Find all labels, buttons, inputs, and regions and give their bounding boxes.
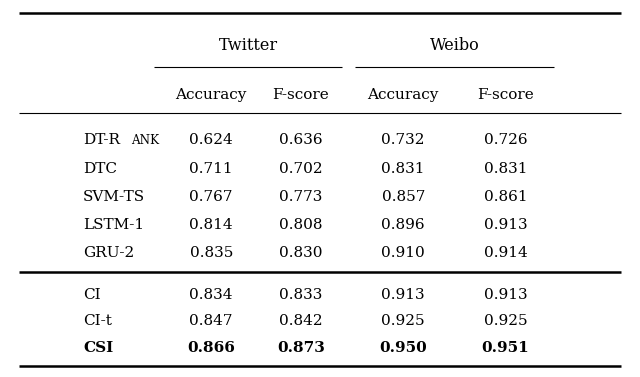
Text: 0.711: 0.711 bbox=[189, 161, 233, 176]
Text: 0.857: 0.857 bbox=[381, 190, 425, 204]
Text: CSI: CSI bbox=[83, 340, 113, 355]
Text: 0.873: 0.873 bbox=[277, 340, 324, 355]
Text: 0.913: 0.913 bbox=[484, 288, 527, 302]
Text: 0.830: 0.830 bbox=[279, 246, 323, 261]
Text: 0.951: 0.951 bbox=[482, 340, 529, 355]
Text: 0.914: 0.914 bbox=[484, 246, 527, 261]
Text: F-score: F-score bbox=[273, 88, 329, 102]
Text: 0.835: 0.835 bbox=[189, 246, 233, 261]
Text: DTC: DTC bbox=[83, 161, 117, 176]
Text: 0.925: 0.925 bbox=[381, 314, 425, 328]
Text: F-score: F-score bbox=[477, 88, 534, 102]
Text: 0.913: 0.913 bbox=[484, 218, 527, 232]
Text: 0.861: 0.861 bbox=[484, 190, 527, 204]
Text: 0.913: 0.913 bbox=[381, 288, 425, 302]
Text: 0.808: 0.808 bbox=[279, 218, 323, 232]
Text: Weibo: Weibo bbox=[429, 37, 479, 55]
Text: 0.636: 0.636 bbox=[279, 133, 323, 147]
Text: 0.910: 0.910 bbox=[381, 246, 425, 261]
Text: SVM-TS: SVM-TS bbox=[83, 190, 145, 204]
Text: GRU-2: GRU-2 bbox=[83, 246, 134, 261]
Text: Twitter: Twitter bbox=[218, 37, 278, 55]
Text: LSTM-1: LSTM-1 bbox=[83, 218, 145, 232]
Text: 0.726: 0.726 bbox=[484, 133, 527, 147]
Text: Accuracy: Accuracy bbox=[367, 88, 439, 102]
Text: 0.814: 0.814 bbox=[189, 218, 233, 232]
Text: 0.950: 0.950 bbox=[380, 340, 427, 355]
Text: 0.773: 0.773 bbox=[279, 190, 323, 204]
Text: 0.732: 0.732 bbox=[381, 133, 425, 147]
Text: 0.925: 0.925 bbox=[484, 314, 527, 328]
Text: 0.624: 0.624 bbox=[189, 133, 233, 147]
Text: CI: CI bbox=[83, 288, 101, 302]
Text: 0.834: 0.834 bbox=[189, 288, 233, 302]
Text: 0.896: 0.896 bbox=[381, 218, 425, 232]
Text: 0.866: 0.866 bbox=[188, 340, 235, 355]
Text: 0.831: 0.831 bbox=[381, 161, 425, 176]
Text: ANK: ANK bbox=[131, 134, 159, 147]
Text: 0.831: 0.831 bbox=[484, 161, 527, 176]
Text: 0.847: 0.847 bbox=[189, 314, 233, 328]
Text: 0.767: 0.767 bbox=[189, 190, 233, 204]
Text: Accuracy: Accuracy bbox=[175, 88, 247, 102]
Text: 0.702: 0.702 bbox=[279, 161, 323, 176]
Text: DT-R: DT-R bbox=[83, 133, 120, 147]
Text: 0.833: 0.833 bbox=[279, 288, 323, 302]
Text: 0.842: 0.842 bbox=[279, 314, 323, 328]
Text: CI-t: CI-t bbox=[83, 314, 112, 328]
